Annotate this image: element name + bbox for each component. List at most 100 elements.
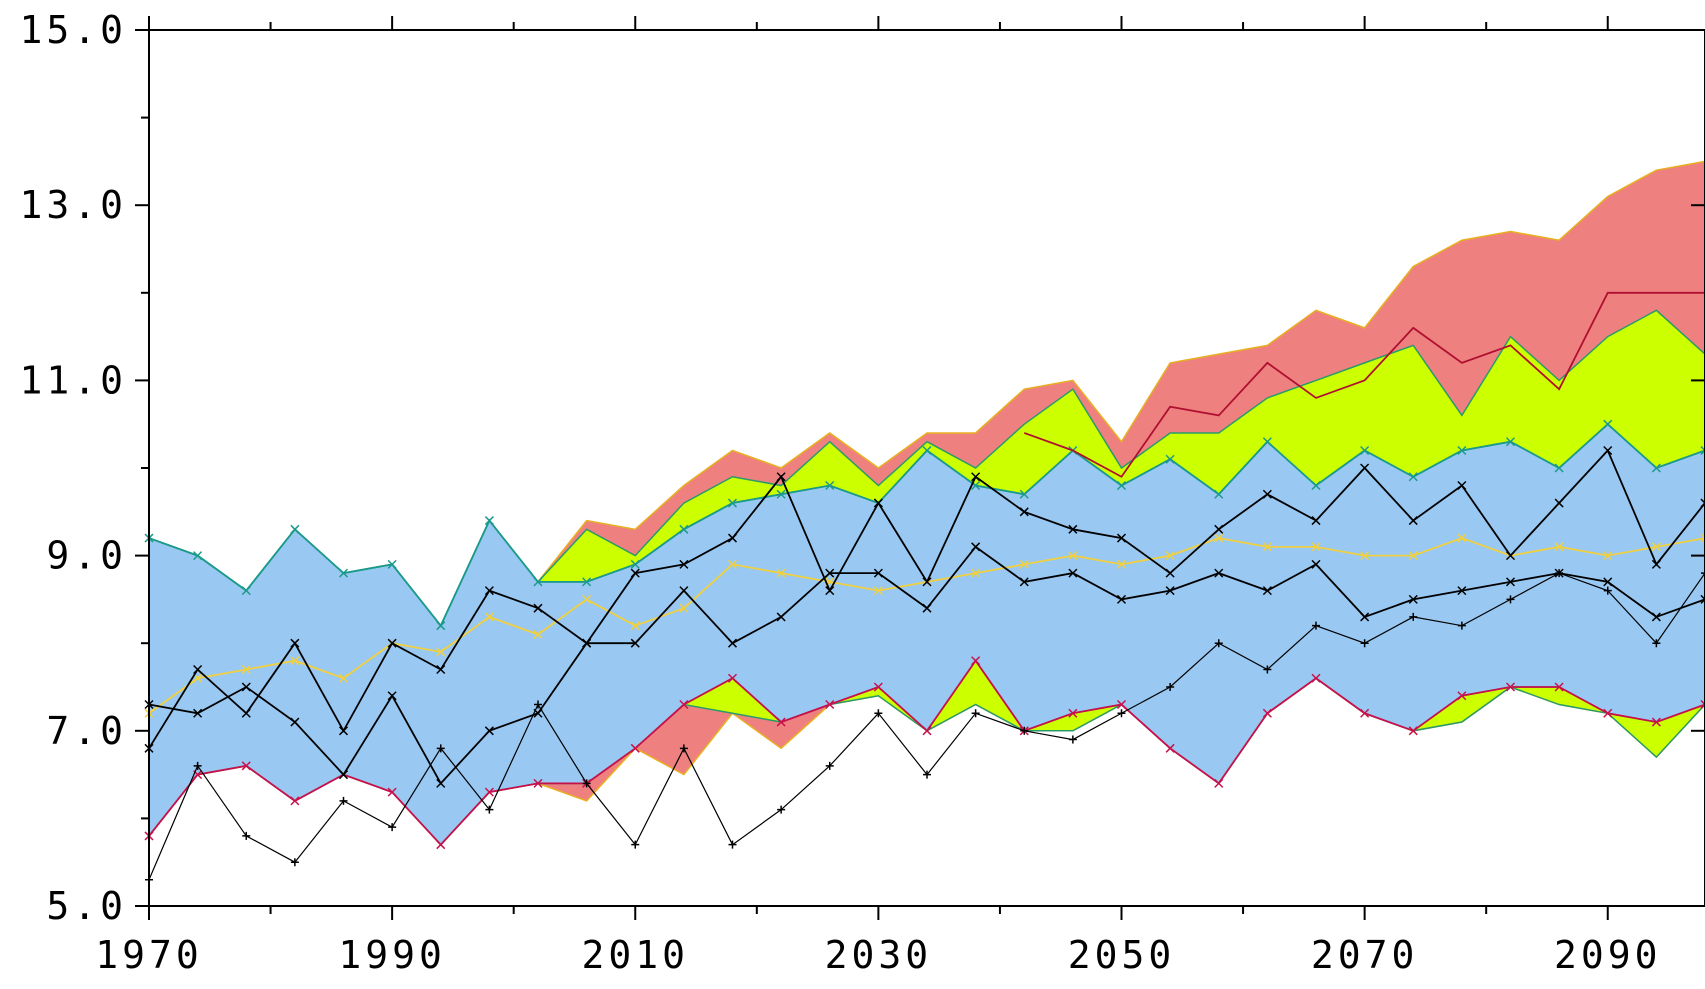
marker xyxy=(387,559,397,569)
marker xyxy=(1408,594,1418,604)
marker xyxy=(1262,437,1272,447)
marker xyxy=(193,551,203,561)
x-tick-label: 2030 xyxy=(825,933,933,977)
marker xyxy=(1262,489,1272,499)
marker xyxy=(727,673,738,683)
y-tick-label: 7.0 xyxy=(46,709,127,753)
marker xyxy=(1554,542,1564,552)
marker xyxy=(1603,419,1613,429)
marker xyxy=(1214,778,1224,788)
marker xyxy=(825,480,835,491)
marker xyxy=(1116,480,1127,491)
marker xyxy=(922,445,932,456)
marker xyxy=(971,542,981,552)
marker xyxy=(1603,445,1613,456)
marker xyxy=(533,577,543,587)
marker xyxy=(290,638,300,648)
marker xyxy=(1457,691,1467,701)
marker xyxy=(776,717,786,727)
marker xyxy=(484,516,494,526)
marker xyxy=(1700,498,1705,508)
marker xyxy=(727,638,738,648)
marker xyxy=(922,577,932,587)
marker xyxy=(1214,533,1224,543)
marker xyxy=(533,603,543,613)
marker xyxy=(825,699,835,710)
marker xyxy=(1214,489,1224,499)
marker xyxy=(873,586,883,596)
marker xyxy=(1652,639,1661,648)
marker xyxy=(1068,568,1078,578)
marker xyxy=(1068,524,1078,534)
marker xyxy=(1166,683,1175,691)
marker xyxy=(534,700,542,709)
marker xyxy=(290,717,300,727)
marker xyxy=(582,577,592,587)
marker xyxy=(922,726,932,736)
marker xyxy=(1603,551,1613,561)
marker xyxy=(484,787,494,797)
marker xyxy=(1311,542,1321,552)
marker xyxy=(1117,709,1126,718)
marker xyxy=(1409,612,1418,621)
marker xyxy=(1505,682,1516,692)
marker xyxy=(1700,533,1705,543)
marker xyxy=(241,586,251,596)
marker xyxy=(630,559,640,569)
marker xyxy=(1020,726,1029,735)
marker xyxy=(873,568,883,578)
marker xyxy=(825,761,834,770)
marker xyxy=(679,559,689,569)
marker xyxy=(1068,708,1078,718)
marker xyxy=(923,770,931,779)
marker xyxy=(1165,743,1175,753)
marker xyxy=(873,682,883,692)
marker xyxy=(387,638,397,648)
marker xyxy=(290,858,299,867)
marker xyxy=(679,744,688,753)
marker xyxy=(290,524,300,534)
marker xyxy=(1360,463,1370,473)
marker xyxy=(630,743,640,753)
marker xyxy=(1360,639,1369,648)
marker xyxy=(484,586,494,596)
marker xyxy=(1311,480,1321,491)
marker xyxy=(484,612,494,622)
marker xyxy=(1116,699,1127,710)
marker xyxy=(922,603,932,613)
marker xyxy=(387,787,397,797)
y-tick-label: 11.0 xyxy=(19,358,127,402)
marker xyxy=(679,699,689,710)
marker xyxy=(339,796,348,805)
marker xyxy=(387,691,397,701)
marker xyxy=(1408,516,1418,526)
marker xyxy=(727,559,738,569)
marker xyxy=(1360,612,1370,622)
marker xyxy=(338,770,349,780)
marker xyxy=(1457,586,1467,596)
marker xyxy=(484,726,494,736)
marker xyxy=(290,796,300,806)
marker xyxy=(1214,639,1223,648)
marker xyxy=(630,568,640,578)
marker xyxy=(1019,507,1029,517)
marker xyxy=(1408,726,1418,736)
marker xyxy=(582,638,592,648)
x-tick-label: 2090 xyxy=(1554,933,1662,977)
marker xyxy=(533,778,543,788)
y-tick-label: 5.0 xyxy=(46,884,127,928)
marker xyxy=(679,603,689,613)
marker xyxy=(1700,594,1705,604)
marker xyxy=(193,673,203,683)
marker xyxy=(1214,524,1224,534)
marker xyxy=(1165,454,1175,464)
marker xyxy=(1116,533,1127,543)
marker xyxy=(679,586,689,596)
marker xyxy=(241,761,251,771)
marker xyxy=(777,805,786,814)
marker xyxy=(1408,551,1418,561)
marker xyxy=(1116,559,1127,569)
marker xyxy=(1555,569,1564,578)
marker xyxy=(1701,569,1705,578)
